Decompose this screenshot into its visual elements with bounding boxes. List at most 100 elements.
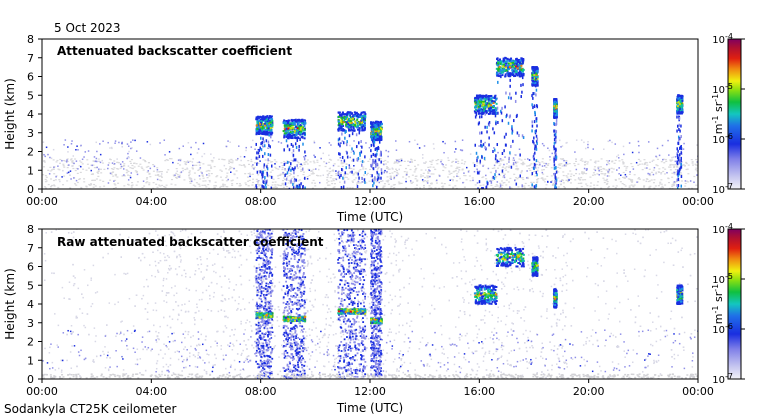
background-noise-mark	[593, 168, 596, 170]
background-noise-mark	[353, 173, 356, 175]
aerosol-signal-mark	[179, 159, 182, 162]
background-noise-mark	[615, 185, 618, 187]
y-tick-label: 8	[27, 33, 34, 46]
background-noise-mark	[230, 158, 233, 161]
aerosol-signal-mark	[514, 179, 516, 182]
cloud-signal-mark	[303, 134, 306, 137]
precip-streak-mark	[531, 103, 533, 107]
background-noise-mark	[235, 159, 238, 161]
background-noise-mark	[56, 159, 59, 162]
background-noise-mark	[257, 180, 260, 182]
aerosol-signal-mark	[467, 171, 470, 173]
aerosol-signal-mark	[384, 169, 386, 172]
background-noise-mark	[88, 183, 91, 186]
cloud-signal-mark	[348, 124, 351, 127]
background-noise-mark	[416, 184, 419, 186]
cloud-signal-mark	[510, 73, 513, 76]
cloud-signal-mark	[483, 97, 486, 100]
cloud-signal-mark	[678, 96, 681, 99]
aerosol-signal-mark	[551, 152, 553, 155]
cloud-signal-mark	[501, 74, 504, 77]
aerosol-signal-mark	[541, 171, 544, 174]
aerosol-signal-mark	[395, 140, 397, 142]
background-noise-mark	[695, 158, 698, 161]
aerosol-signal-mark	[416, 143, 419, 146]
cloud-signal-mark	[520, 57, 523, 60]
background-noise-mark	[535, 182, 538, 184]
background-noise-mark	[565, 175, 568, 177]
background-noise-mark	[314, 182, 317, 184]
background-noise-mark	[214, 181, 217, 183]
aerosol-signal-mark	[584, 147, 587, 150]
background-noise-mark	[312, 168, 315, 170]
precip-streak-mark	[375, 147, 377, 151]
background-noise-mark	[538, 161, 541, 164]
cloud-signal-mark	[478, 103, 481, 106]
background-noise-mark	[451, 161, 454, 163]
background-noise-mark	[371, 166, 374, 169]
aerosol-signal-mark	[598, 169, 600, 172]
top-panel: Attenuated backscatter coefficient 01234…	[3, 32, 745, 224]
cloud-signal-mark	[357, 114, 360, 117]
background-noise-mark	[43, 161, 46, 163]
cloud-signal-mark	[532, 79, 535, 82]
aerosol-signal-mark	[99, 143, 101, 145]
precip-streak-mark	[494, 173, 496, 177]
cloud-signal-mark	[374, 138, 377, 141]
precip-streak-mark	[370, 154, 373, 158]
background-noise-mark	[299, 166, 302, 168]
background-noise-mark	[498, 158, 501, 160]
background-noise-mark	[523, 187, 526, 189]
cloud-signal-mark	[373, 132, 376, 135]
background-noise-mark	[133, 166, 136, 168]
precip-streak-mark	[380, 176, 382, 180]
cloud-signal-mark	[512, 61, 515, 64]
background-noise-mark	[85, 186, 88, 188]
background-noise-mark	[515, 165, 518, 167]
background-noise-mark	[326, 179, 329, 181]
background-noise-mark	[257, 162, 260, 164]
background-noise-mark	[423, 186, 426, 188]
background-noise-mark	[674, 164, 677, 166]
aerosol-signal-mark	[149, 167, 152, 170]
background-noise-mark	[355, 172, 358, 174]
background-noise-mark	[155, 183, 158, 185]
cloud-signal-mark	[337, 119, 340, 122]
background-noise-mark	[530, 163, 533, 165]
precip-streak-mark	[509, 186, 511, 189]
precip-streak-mark	[677, 156, 680, 160]
background-noise-mark	[601, 173, 604, 175]
background-noise-mark	[479, 184, 482, 187]
precip-streak-mark	[266, 167, 269, 171]
background-noise-mark	[62, 165, 65, 167]
aerosol-signal-mark	[469, 153, 472, 155]
precip-streak-mark	[535, 140, 538, 144]
background-noise-mark	[673, 166, 676, 168]
background-noise-mark	[185, 162, 188, 164]
aerosol-signal-mark	[62, 169, 64, 172]
cloud-signal-mark	[340, 116, 343, 119]
precip-streak-mark	[295, 145, 298, 149]
precip-streak-mark	[380, 160, 382, 164]
precip-streak-mark	[339, 152, 341, 156]
precip-streak-mark	[514, 99, 517, 103]
background-noise-mark	[555, 158, 558, 160]
cloud-signal-mark	[478, 112, 481, 115]
cloud-signal-mark	[260, 116, 263, 119]
cloud-signal-mark	[511, 70, 514, 73]
background-noise-mark	[396, 172, 399, 174]
cloud-signal-mark	[286, 137, 289, 140]
background-noise-mark	[428, 187, 431, 189]
cloud-signal-mark	[513, 60, 516, 63]
precip-streak-mark	[488, 136, 490, 140]
cloud-signal-mark	[292, 121, 295, 124]
cloud-signal-mark	[534, 71, 537, 74]
aerosol-signal-mark	[325, 162, 328, 165]
aerosol-signal-mark	[109, 172, 112, 175]
background-noise-mark	[611, 171, 614, 173]
background-noise-mark	[265, 165, 268, 167]
precip-streak-mark	[506, 113, 508, 117]
precip-streak-mark	[521, 90, 523, 94]
background-noise-mark	[244, 173, 247, 175]
background-noise-mark	[432, 173, 435, 175]
